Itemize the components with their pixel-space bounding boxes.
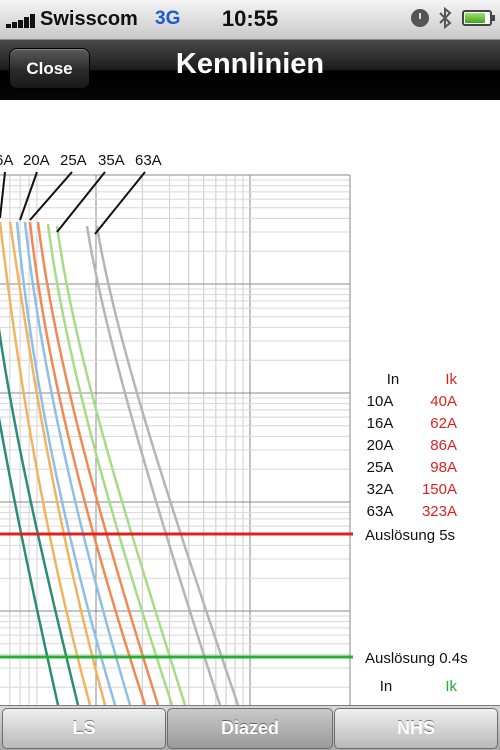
leader-line bbox=[19, 171, 38, 221]
curve-label: 63A bbox=[135, 152, 162, 169]
table2-header-in: In bbox=[380, 678, 393, 695]
table-in: 10A bbox=[367, 393, 394, 410]
chart-canvas[interactable]: 6A 20A 25A 35A 63A Auslösung 5s Auslösun… bbox=[0, 100, 500, 705]
table-in: 16A bbox=[367, 415, 394, 432]
table-ik: 98A bbox=[430, 459, 457, 476]
tripping-curve bbox=[85, 225, 222, 705]
bluetooth-icon bbox=[439, 6, 452, 30]
table-ik: 150A bbox=[422, 481, 457, 498]
trip-label-5s: Auslösung 5s bbox=[365, 527, 455, 544]
current-table: In Ik 10A 40A 16A 62A 20A 86A 25A 98A 32… bbox=[367, 371, 458, 695]
tab-bar: LS Diazed NHS bbox=[0, 705, 500, 750]
table-in: 25A bbox=[367, 459, 394, 476]
leader-line bbox=[29, 171, 73, 221]
tripping-curve bbox=[0, 416, 60, 705]
tripping-curve bbox=[15, 221, 117, 705]
curve-label: 6A bbox=[0, 152, 13, 169]
tab-nhs[interactable]: NHS bbox=[334, 708, 498, 749]
carrier-name: Swisscom bbox=[40, 8, 138, 30]
table-in: 20A bbox=[367, 437, 394, 454]
characteristic-curves-chart[interactable]: 6A 20A 25A 35A 63A Auslösung 5s Auslösun… bbox=[0, 100, 500, 705]
curve-label: 35A bbox=[98, 152, 125, 169]
trip-label-04s: Auslösung 0.4s bbox=[365, 650, 468, 667]
table2-header-ik: Ik bbox=[445, 678, 457, 695]
table-ik: 323A bbox=[422, 503, 457, 520]
status-time: 10:55 bbox=[221, 6, 279, 31]
status-bar: Swisscom 3G 10:55 bbox=[0, 0, 500, 40]
leader-line bbox=[0, 171, 6, 219]
close-button[interactable]: Close bbox=[9, 48, 90, 89]
alarm-clock-icon bbox=[411, 9, 429, 27]
table-header-in: In bbox=[387, 371, 400, 388]
network-type: 3G bbox=[155, 8, 181, 29]
curve-label: 25A bbox=[60, 152, 87, 169]
navigation-bar: Kennlinien Close bbox=[0, 40, 500, 100]
tripping-curve bbox=[0, 221, 92, 705]
table-ik: 40A bbox=[430, 393, 457, 410]
tripping-curve bbox=[0, 327, 80, 705]
tripping-curve bbox=[55, 225, 187, 705]
table-in: 63A bbox=[367, 503, 394, 520]
tripping-curve bbox=[28, 221, 147, 705]
tab-diazed[interactable]: Diazed bbox=[167, 708, 333, 749]
leader-line bbox=[56, 171, 106, 233]
tripping-curve bbox=[8, 221, 107, 705]
battery-level bbox=[465, 13, 486, 23]
battery-icon bbox=[462, 10, 495, 26]
tripping-curve bbox=[36, 221, 160, 705]
table-ik: 62A bbox=[430, 415, 457, 432]
tripping-curve bbox=[95, 225, 240, 705]
curve-label: 20A bbox=[23, 152, 50, 169]
page-title: Kennlinien bbox=[175, 48, 325, 80]
tripping-curve bbox=[46, 223, 174, 705]
tripping-curve bbox=[23, 221, 132, 705]
table-header-ik: Ik bbox=[445, 371, 457, 388]
tab-ls[interactable]: LS bbox=[2, 708, 166, 749]
table-ik: 86A bbox=[430, 437, 457, 454]
leader-line bbox=[94, 171, 146, 235]
table-in: 32A bbox=[367, 481, 394, 498]
